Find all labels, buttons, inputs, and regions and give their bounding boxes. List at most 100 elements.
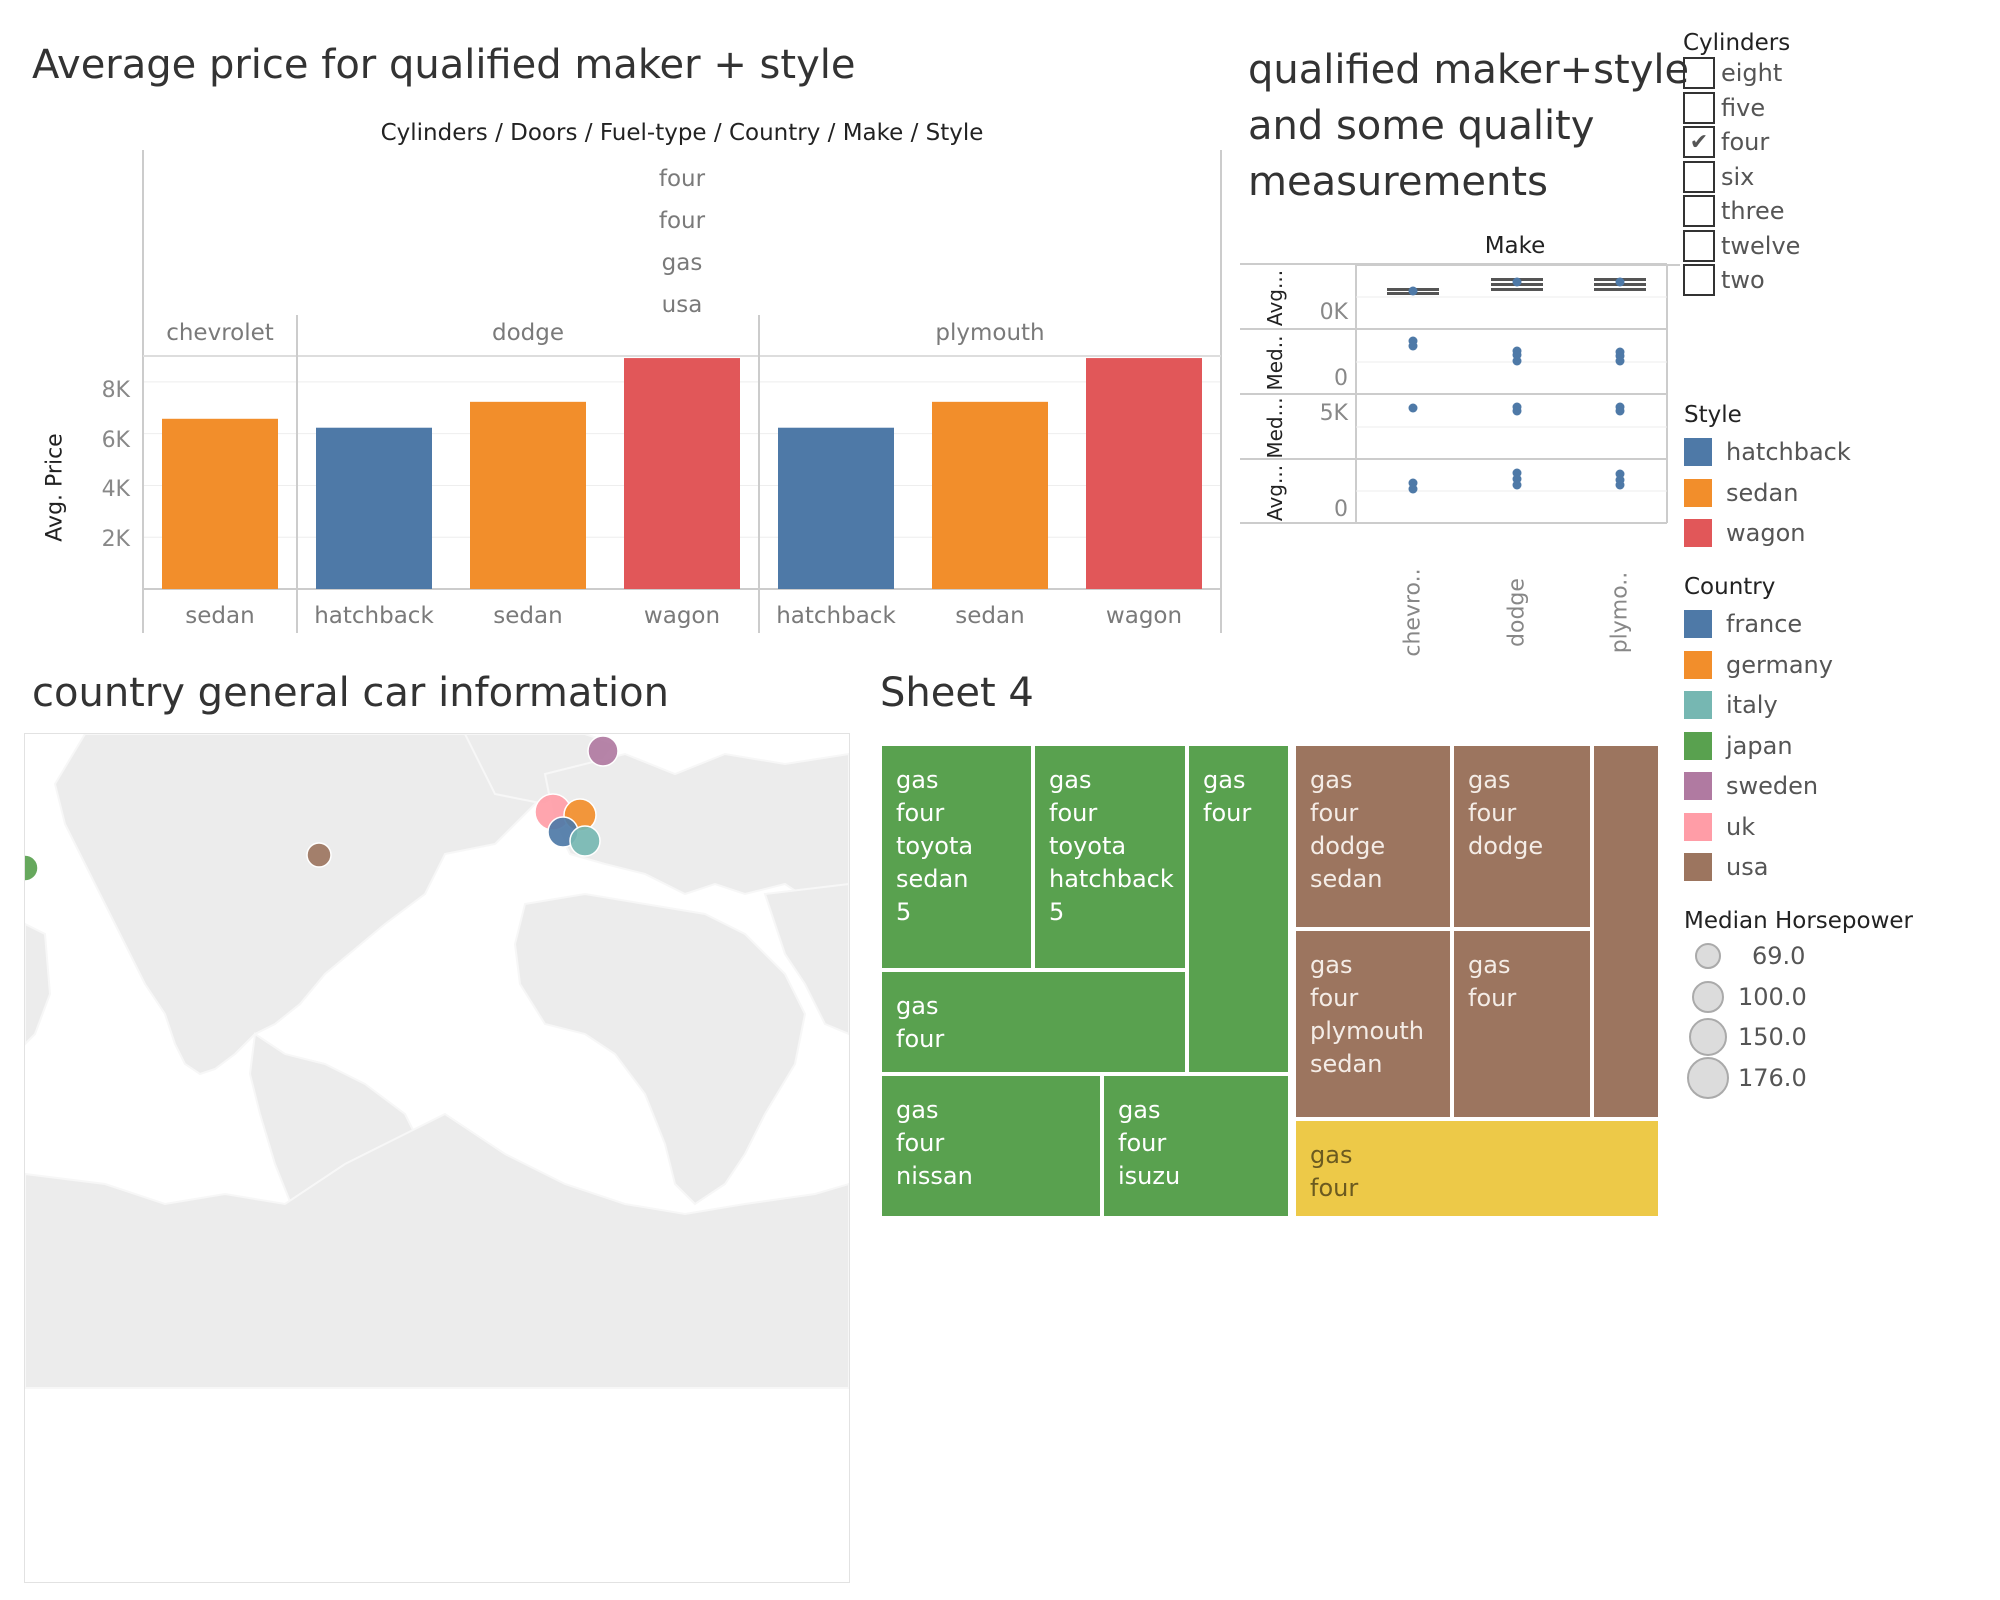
treemap-cell[interactable]: gas four isuzu [1102, 1074, 1290, 1218]
style-legend: Style hatchback sedan wagon [1684, 402, 1851, 554]
quality-x-label: chevro.. [1400, 568, 1426, 657]
quality-x-label-wrap: dodge [1457, 578, 1577, 647]
legend-swatch [1684, 438, 1712, 467]
checkbox-label: four [1721, 128, 1770, 157]
cylinders-filter-title: Cylinders [1683, 30, 1791, 56]
bar-plymouth-hatchback [778, 427, 894, 589]
land-asia [763, 882, 849, 1036]
header-value: usa [661, 292, 703, 318]
cylinder-option-three[interactable]: three [1683, 194, 1800, 229]
quality-row-label-wrap: Avg... [1245, 465, 1305, 521]
treemap-cell-label: four [1468, 799, 1517, 827]
legend-label: hatchback [1726, 438, 1851, 467]
treemap-cell-label: gas [896, 1096, 939, 1124]
legend-swatch [1684, 610, 1712, 639]
y-axis-label-wrap: Avg. Price [30, 400, 80, 580]
checkbox[interactable] [1683, 57, 1715, 90]
treemap-cell-label: nissan [896, 1162, 973, 1190]
quality-marks [1387, 277, 1646, 494]
treemap-cell-label: four [1203, 799, 1252, 827]
style-legend-items: hatchback sedan wagon [1684, 432, 1851, 554]
hp-circle-holder [1686, 1015, 1730, 1059]
quality-x-label-wrap: chevro.. [1353, 568, 1473, 656]
quality-row-tick: 0 [1334, 497, 1348, 522]
hp-size-circle [1695, 943, 1721, 970]
treemap-cell[interactable]: gas four toyota hatchback 5 [1033, 744, 1187, 970]
map-panel[interactable] [24, 733, 850, 1583]
hp-size-circle [1692, 980, 1724, 1013]
quality-point [1615, 356, 1625, 366]
treemap-cell[interactable]: gas four dodge [1452, 744, 1592, 929]
header-value: four [658, 166, 706, 192]
bar-chart-svg [142, 150, 1222, 633]
country-legend: Country france germany italy japan sweden uk u… [1684, 574, 1833, 888]
hp-circle-holder [1686, 934, 1730, 978]
legend-label: italy [1726, 691, 1778, 720]
legend-item-italy[interactable]: italy [1684, 685, 1833, 726]
checkbox[interactable] [1683, 195, 1715, 228]
cylinder-option-six[interactable]: six [1683, 160, 1800, 195]
avg-price-title: Average price for qualified maker + styl… [32, 42, 856, 88]
treemap-cell[interactable]: gas four [880, 970, 1187, 1074]
cylinder-option-eight[interactable]: eight [1683, 56, 1800, 91]
hp-legend-item: 100.0 [1684, 977, 1913, 1018]
treemap-cell-label: toyota [1049, 832, 1127, 860]
legend-swatch [1684, 519, 1712, 548]
land-africa [513, 892, 807, 1206]
treemap-cell[interactable]: gas four [1452, 929, 1592, 1119]
quality-title: qualified maker+style and some quality m… [1248, 42, 1689, 210]
treemap-cell[interactable] [1592, 744, 1660, 1119]
sheet4-title: Sheet 4 [880, 670, 1034, 716]
land-shapes [25, 734, 849, 1389]
treemap-cell-label: gas [1310, 766, 1353, 794]
treemap-cell-label: dodge [1468, 832, 1544, 860]
treemap-cell[interactable]: gas four nissan [880, 1074, 1102, 1218]
cylinder-option-two[interactable]: two [1683, 263, 1800, 298]
legend-swatch [1684, 650, 1712, 679]
treemap-cell-label: sedan [1310, 1050, 1383, 1078]
legend-item-hatchback[interactable]: hatchback [1684, 432, 1851, 473]
cylinder-option-five[interactable]: five [1683, 91, 1800, 126]
legend-item-sweden[interactable]: sweden [1684, 766, 1833, 807]
horsepower-legend: Median Horsepower 69.0 100.0 150.0 176.0 [1684, 908, 1914, 1099]
legend-label: 150.0 [1738, 1023, 1807, 1052]
checkbox[interactable] [1683, 160, 1715, 193]
checkbox[interactable] [1683, 229, 1715, 262]
country-legend-items: france germany italy japan sweden uk usa [1684, 604, 1833, 888]
legend-item-france[interactable]: france [1684, 604, 1833, 645]
treemap[interactable]: gas four toyota sedan 5 gas four toyota hatchbac… [880, 744, 1660, 1218]
treemap-cell[interactable]: gas four dodge sedan [1294, 744, 1452, 929]
style-legend-title: Style [1684, 402, 1742, 428]
bar-plymouth-sedan [932, 401, 1048, 589]
bar-chevrolet-sedan [162, 418, 278, 589]
world-map[interactable] [25, 734, 849, 1582]
treemap-cell[interactable]: gas four [1187, 744, 1290, 1074]
legend-item-sedan[interactable]: sedan [1684, 473, 1851, 514]
legend-label: uk [1726, 812, 1756, 841]
treemap-cell[interactable]: gas four [1294, 1119, 1660, 1218]
treemap-cell-label: four [1049, 799, 1098, 827]
cylinder-option-twelve[interactable]: twelve [1683, 229, 1800, 264]
checkbox-label: two [1721, 266, 1765, 295]
legend-item-germany[interactable]: germany [1684, 645, 1833, 686]
treemap-cell-label: four [896, 1129, 945, 1157]
x-tick-label: hatchback [776, 603, 896, 629]
checkbox[interactable]: ✔ [1683, 126, 1715, 159]
treemap-cell-label: sedan [1310, 865, 1383, 893]
horsepower-legend-title: Median Horsepower [1684, 908, 1914, 934]
checkbox[interactable] [1683, 264, 1715, 297]
legend-item-wagon[interactable]: wagon [1684, 513, 1851, 554]
legend-label: usa [1726, 853, 1769, 882]
cylinder-option-four[interactable]: ✔ four [1683, 125, 1800, 160]
treemap-cell[interactable]: gas four plymouth sedan [1294, 929, 1452, 1119]
x-tick-label: sedan [955, 603, 1025, 629]
quality-row-tick: 0 [1334, 366, 1348, 391]
legend-item-japan[interactable]: japan [1684, 726, 1833, 767]
checkbox[interactable] [1683, 91, 1715, 124]
land-north-america [53, 734, 587, 1076]
treemap-cell[interactable]: gas four toyota sedan 5 [880, 744, 1033, 970]
quality-point [1615, 277, 1625, 287]
legend-item-usa[interactable]: usa [1684, 847, 1833, 888]
quality-x-label-wrap: plymo.. [1560, 572, 1680, 654]
legend-item-uk[interactable]: uk [1684, 807, 1833, 848]
